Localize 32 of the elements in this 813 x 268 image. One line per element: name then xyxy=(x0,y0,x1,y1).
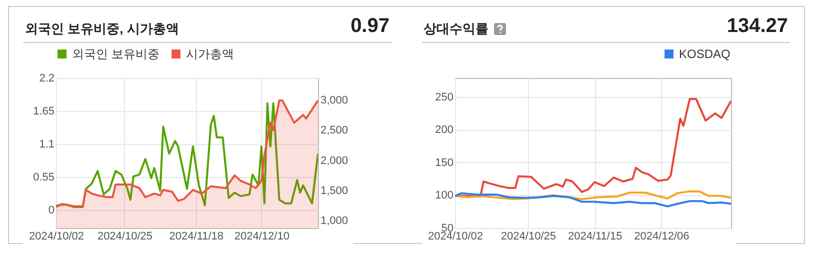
y-tick-label: 100 xyxy=(434,190,453,202)
line-series xyxy=(454,192,730,208)
y-tick-label: 200 xyxy=(434,124,453,136)
y-tick-label: 1.65 xyxy=(33,106,54,118)
y2-tick-label: 2,500 xyxy=(320,124,348,137)
y-tick-label: 0 xyxy=(48,204,54,216)
line-series xyxy=(454,190,730,200)
text: 0.97 xyxy=(350,15,390,38)
y2-tick-label: 2,000 xyxy=(320,154,348,167)
x-tick-label: 2024/10/02 xyxy=(28,230,84,242)
y-tick-label: 0.55 xyxy=(33,172,54,184)
legend-label: 시가총액 xyxy=(186,47,234,61)
y2-tick-label: 3,000 xyxy=(320,94,348,106)
y-tick-label: 250 xyxy=(434,91,453,104)
y-tick-label: 2.2 xyxy=(39,72,54,84)
legend-label: 외국인 보유비중 xyxy=(72,47,160,61)
y-tick-label: 150 xyxy=(434,157,453,169)
x-tick-label: 2024/12/06 xyxy=(634,230,689,242)
x-tick-label: 2024/10/25 xyxy=(97,230,153,242)
x-tick-label: 2024/11/15 xyxy=(567,230,622,242)
x-tick-label: 2024/10/25 xyxy=(500,230,556,242)
legend-label: KOSDAQ xyxy=(678,47,730,61)
y2-tick-label: 1,000 xyxy=(320,215,348,228)
y2-tick-label: 1,500 xyxy=(320,185,348,197)
x-tick-label: 2024/12/10 xyxy=(234,230,290,242)
x-tick-label: 2024/11/18 xyxy=(169,230,224,242)
y-tick-label: 1.1 xyxy=(39,138,54,150)
x-tick-label: 2024/10/02 xyxy=(427,230,483,242)
chart-title: 상대수익률 xyxy=(424,20,488,38)
line-series xyxy=(56,102,318,208)
chart-title: 외국인 보유비중, 시가총액 xyxy=(25,20,179,38)
text: 134.27 xyxy=(726,15,788,38)
